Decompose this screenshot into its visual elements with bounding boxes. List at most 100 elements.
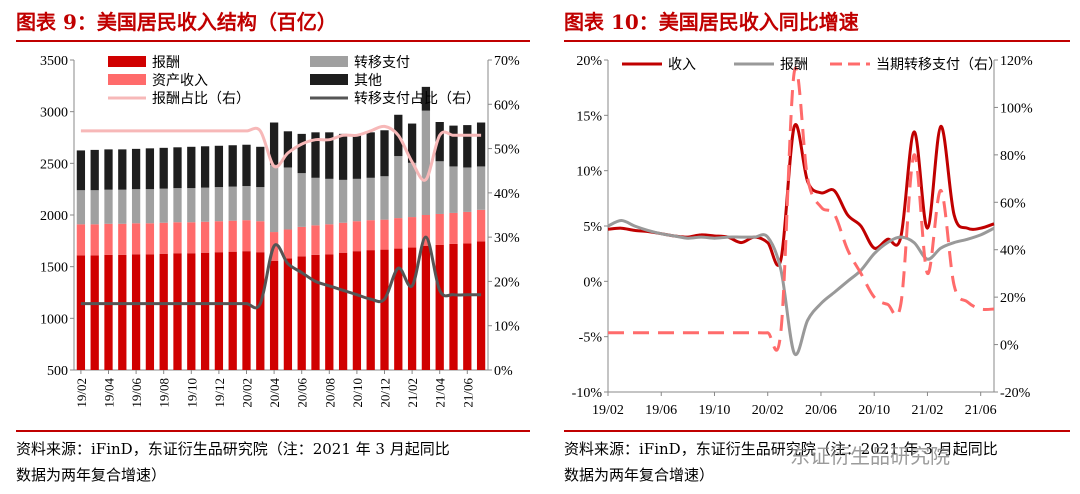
series-line	[80, 235, 482, 310]
bar-segment	[76, 190, 86, 225]
x-tick-label: 19/10	[699, 403, 731, 418]
y2-tick-label: 50%	[494, 143, 520, 158]
y2-tick-label: 120%	[1000, 54, 1033, 69]
x-tick-label: 20/06	[805, 403, 837, 418]
bar-segment	[104, 254, 113, 370]
bar-segment	[449, 243, 458, 370]
bar-segment	[173, 222, 182, 254]
y2-tick-label: 40%	[494, 187, 520, 202]
bar-segment	[366, 250, 375, 370]
bar-segment	[283, 167, 293, 230]
bar-segment	[242, 251, 251, 370]
bar-segment	[380, 130, 389, 177]
bar-segment	[283, 131, 293, 168]
bar-segment	[76, 224, 86, 256]
y2-tick-label: 0%	[494, 364, 513, 379]
bar-segment	[311, 177, 320, 226]
bar-segment	[352, 178, 362, 222]
bar-segment	[90, 224, 99, 256]
x-tick-label: 20/02	[752, 403, 784, 418]
note-rule	[564, 430, 1070, 432]
bar-segment	[476, 209, 486, 242]
bar-segment	[435, 244, 444, 370]
bar-segment	[476, 241, 486, 370]
bar-segment	[297, 173, 306, 227]
y2-tick-label: 80%	[1000, 149, 1026, 164]
bar-segment	[200, 187, 210, 222]
bar-segment	[269, 260, 279, 370]
x-tick-label: 19/02	[592, 403, 624, 418]
bar-segment	[325, 254, 334, 370]
legend-label: 当期转移支付（右）	[876, 57, 1002, 73]
y-tick-label: 10%	[576, 165, 602, 180]
panel-income-structure: 图表 9：美国居民收入结构（百亿） 500 1000 1500 2000 2500 300…	[16, 10, 530, 488]
bar-segment	[325, 178, 334, 225]
bar-segment	[463, 211, 472, 244]
y-tick-label: 3500	[40, 54, 68, 69]
x-tick-label: 19/12	[212, 378, 227, 408]
bar-segment	[338, 252, 348, 370]
y-tick-label: 500	[47, 364, 68, 379]
bar-segment	[380, 219, 389, 250]
bar-segment	[338, 222, 348, 253]
legend-label: 报酬	[780, 57, 808, 73]
bar-segment	[118, 189, 127, 224]
y-tick-label: 3000	[40, 106, 68, 121]
y-tick-label: -5%	[579, 331, 603, 346]
bar-segment	[297, 133, 306, 174]
y2-tick-label: 20%	[1000, 291, 1026, 306]
bar-segment	[407, 123, 417, 163]
bar-segment	[256, 146, 265, 188]
income-structure-chart: 500 1000 1500 2000 2500 3000 3500 0% 10% 20% 30% 40…	[40, 54, 520, 408]
chart-title: 图表 10：美国居民收入同比增速	[564, 10, 859, 34]
bar-segment	[366, 177, 375, 221]
y-tick-label: 2000	[40, 209, 68, 224]
bar-segment	[256, 187, 265, 222]
bar-segment	[476, 166, 486, 210]
panel-income-growth: 图表 10：美国居民收入同比增速 -10% -5% 0% 5% 10% 15% 20% -20…	[548, 0, 1080, 494]
bar-segment	[449, 212, 458, 244]
bar-segment	[214, 187, 224, 222]
x-tick-label: 19/10	[184, 378, 199, 408]
bar-segment	[352, 221, 362, 252]
bar-segment	[104, 223, 113, 255]
watermark: 东证衍生品研究院	[790, 444, 950, 468]
x-tick-label: 21/06	[965, 403, 997, 418]
x-tick-label: 19/08	[157, 378, 172, 408]
y2-tick-label: 20%	[494, 275, 520, 290]
bar-segment	[90, 255, 99, 370]
series-line	[607, 218, 995, 357]
series-line	[608, 66, 995, 352]
x-tick-label: 20/08	[322, 378, 337, 408]
x-tick-label: 19/04	[102, 378, 117, 408]
source-note-line-2: 数据为两年复合增速）	[564, 466, 715, 484]
note-rule	[16, 430, 530, 432]
income-growth-chart: -10% -5% 0% 5% 10% 15% 20% -20% 0% 20% 40% 60% 80% 10…	[572, 54, 1033, 418]
bar-segment	[173, 147, 182, 189]
x-tick-label: 20/06	[295, 378, 310, 408]
bar-segment	[297, 226, 306, 257]
bar-segment	[435, 161, 444, 214]
x-tick-label: 20/10	[350, 378, 365, 408]
bar-segment	[435, 213, 444, 245]
y2-tick-label: 100%	[1000, 101, 1033, 116]
title-rule	[16, 40, 530, 42]
bar-segment	[380, 176, 389, 220]
bar-segment	[256, 252, 265, 370]
bar-segment	[187, 253, 196, 370]
x-tick-label: 21/06	[460, 378, 475, 408]
bar-segment	[145, 223, 155, 255]
legend-label: 转移支付	[354, 55, 410, 71]
source-note-line-1: 资料来源：iFinD，东证衍生品研究院（注：2021 年 3 月起同比	[564, 440, 998, 458]
bar-segment	[145, 148, 155, 190]
source-note: 资料来源：iFinD，东证衍生品研究院（注：2021 年 3 月起同比 数据为两…	[16, 436, 450, 488]
y2-tick-label: 60%	[1000, 196, 1026, 211]
y-tick-label: 0%	[583, 275, 602, 290]
source-note-line-1: 资料来源：iFinD，东证衍生品研究院（注：2021 年 3 月起同比	[16, 440, 450, 458]
x-tick-label: 20/04	[267, 378, 282, 408]
bar-segment	[325, 224, 334, 255]
bar-segment	[449, 166, 458, 213]
y-tick-label: 5%	[583, 220, 602, 235]
bar-segment	[380, 249, 389, 370]
bar-segment	[407, 162, 417, 218]
